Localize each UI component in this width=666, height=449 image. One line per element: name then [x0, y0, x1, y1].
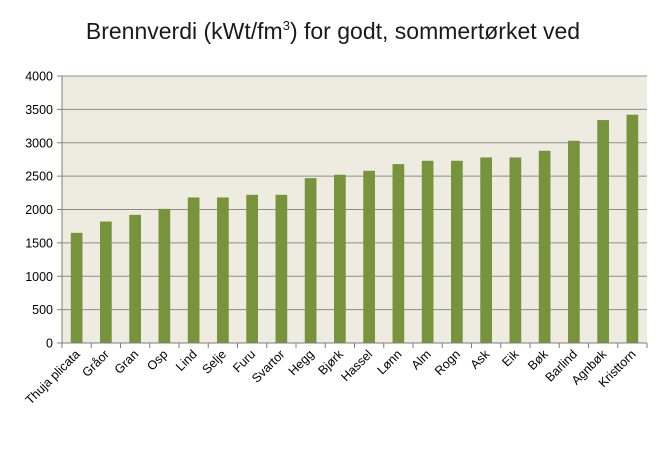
- chart-title: Brennverdi (kWt/fm3) for godt, sommertør…: [0, 18, 666, 45]
- chart-title-superscript: 3: [282, 18, 290, 33]
- bar-16: [538, 150, 551, 343]
- y-tick-label: 3000: [25, 136, 53, 150]
- y-tick-label: 4000: [25, 70, 53, 84]
- y-tick-label: 0: [46, 337, 53, 351]
- bars: [70, 114, 639, 343]
- bar-17: [568, 140, 580, 343]
- bar-7: [275, 194, 288, 343]
- x-tick-label: Hegg: [286, 347, 317, 378]
- y-tick-label: 1000: [25, 270, 53, 284]
- bar-15: [509, 157, 522, 343]
- bar-0: [70, 232, 83, 343]
- chart-title-main: Brennverdi (kWt/fm: [85, 18, 283, 44]
- x-tick-label: Lind: [173, 347, 200, 374]
- y-tick-label: 2500: [25, 170, 53, 184]
- bar-12: [421, 160, 434, 343]
- x-tick-label: Osp: [144, 347, 170, 373]
- x-tick-label: Svartor: [249, 347, 287, 385]
- x-tick-label: Gråor: [80, 347, 112, 379]
- bar-6: [246, 194, 258, 343]
- y-tick-labels: 0 500 1000 1500 2000 2500 3000 3500 4000: [25, 70, 62, 351]
- bar-1: [100, 221, 112, 343]
- x-tick-label: Rogn: [432, 347, 463, 378]
- bar-2: [129, 214, 141, 343]
- bar-14: [480, 157, 492, 343]
- bar-11: [392, 164, 405, 343]
- bar-10: [363, 170, 375, 343]
- bar-18: [597, 120, 609, 343]
- bar-9: [334, 174, 346, 343]
- y-tick-label: 1500: [25, 236, 53, 250]
- bar-5: [217, 197, 229, 343]
- x-tick-label: Ask: [468, 347, 493, 372]
- x-tick-label: Alm: [409, 347, 434, 372]
- y-tick-label: 500: [32, 303, 53, 317]
- chart-title-suffix: ) for godt, sommertørket ved: [289, 18, 581, 44]
- bar-8: [304, 178, 317, 343]
- bar-4: [187, 197, 200, 343]
- y-tick-label: 2000: [25, 203, 53, 217]
- bar-3: [158, 208, 171, 343]
- x-tick-label: Lønn: [374, 347, 404, 377]
- x-tick-label: Selje: [199, 347, 229, 377]
- y-tick-label: 3500: [25, 103, 53, 117]
- x-tick-label: Hassel: [338, 347, 375, 384]
- bar-13: [451, 160, 463, 343]
- x-tick-label: Eik: [499, 347, 522, 370]
- bar-19: [626, 114, 639, 343]
- x-tick-label: Gran: [112, 347, 142, 377]
- x-tick-label: Thuja plicata: [23, 347, 83, 407]
